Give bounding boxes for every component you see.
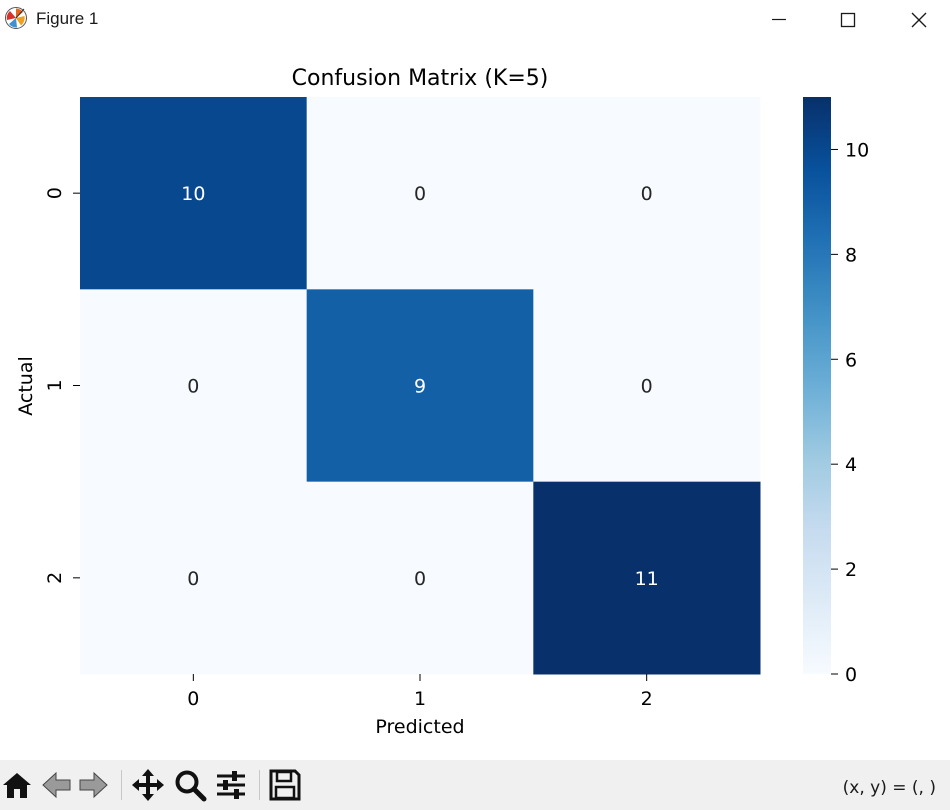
x-tick-label-1: 1: [414, 688, 426, 710]
y-tick-label-2: 2: [44, 572, 66, 584]
back-button[interactable]: [40, 768, 74, 802]
heatmap-cell-r1-c1: [306, 289, 534, 483]
toolbar-separator: [121, 770, 122, 800]
heatmap-cell-r1-c2: [533, 289, 761, 483]
heatmap-cell-r1-c0: [80, 289, 308, 483]
pan-button[interactable]: [131, 768, 165, 802]
heatmap-cell-r2-c1: [306, 481, 534, 675]
pan-move-icon: [132, 769, 164, 801]
y-tick-label-1: 1: [44, 379, 66, 391]
cell-annotation-r2-c0: 0: [187, 568, 199, 590]
forward-button[interactable]: [76, 768, 110, 802]
y-tick-label-0: 0: [44, 187, 66, 199]
heatmap-cell-r0-c1: [306, 97, 534, 290]
heatmap-cell-r2-c2: [533, 481, 761, 675]
x-axis-label: Predicted: [375, 716, 464, 738]
y-axis-label: Actual: [15, 356, 37, 416]
zoom-button[interactable]: [173, 768, 207, 802]
window-title: Figure 1: [36, 9, 99, 28]
heatmap-cell-r2-c0: [80, 481, 308, 675]
save-floppy-icon: [269, 769, 301, 801]
toolbar-separator: [259, 770, 260, 800]
save-button[interactable]: [268, 768, 302, 802]
colorbar-tick-label-5: 10: [845, 139, 869, 161]
forward-arrow-icon: [79, 771, 108, 799]
x-tick-label-0: 0: [187, 688, 199, 710]
heatmap-cell-r0-c0: [80, 97, 308, 290]
close-icon: [911, 12, 927, 28]
zoom-magnifier-icon: [175, 770, 207, 802]
cell-annotation-r0-c0: 10: [181, 183, 205, 205]
colorbar-tick-label-1: 2: [845, 559, 857, 581]
colorbar-tick-label-0: 0: [845, 664, 857, 686]
matplotlib-logo-icon: [5, 7, 27, 29]
window-titlebar: Figure 1: [0, 0, 950, 40]
configure-subplots-icon: [217, 771, 245, 799]
close-button[interactable]: [896, 0, 942, 40]
maximize-button[interactable]: [825, 0, 871, 40]
cell-annotation-r2-c2: 11: [635, 568, 659, 590]
minimize-button[interactable]: [756, 0, 802, 40]
cell-annotation-r0-c2: 0: [641, 183, 653, 205]
home-button[interactable]: [0, 768, 34, 802]
cell-annotation-r1-c1: 9: [414, 376, 426, 398]
back-arrow-icon: [42, 771, 71, 799]
x-tick-label-2: 2: [641, 688, 653, 710]
y-axis: 0 1 2: [44, 187, 80, 584]
colorbar-tick-label-2: 4: [845, 454, 857, 476]
colorbar-ticks: 0 2 4 6 8 10: [831, 139, 869, 686]
minimize-icon: [772, 18, 786, 21]
cell-annotation-r1-c2: 0: [641, 376, 653, 398]
home-icon: [3, 773, 31, 798]
colorbar-tick-label-3: 6: [845, 349, 857, 371]
colorbar: [803, 97, 831, 674]
cell-annotation-r1-c0: 0: [187, 376, 199, 398]
configure-subplots-button[interactable]: [214, 768, 248, 802]
heatmap-cell-r0-c2: [533, 97, 761, 290]
cursor-coordinates: (x, y) = (, ): [842, 778, 936, 798]
heatmap-annotations: 10 0 0 0 9 0 0 0 11: [181, 183, 659, 590]
maximize-icon: [840, 12, 856, 28]
cell-annotation-r2-c1: 0: [414, 568, 426, 590]
x-axis: 0 1 2: [187, 674, 653, 710]
cell-annotation-r0-c1: 0: [414, 183, 426, 205]
chart-title: Confusion Matrix (K=5): [292, 66, 549, 91]
colorbar-tick-label-4: 8: [845, 244, 857, 266]
heatmap-cells: [80, 97, 761, 675]
navigation-toolbar: (x, y) = (, ): [0, 760, 950, 810]
